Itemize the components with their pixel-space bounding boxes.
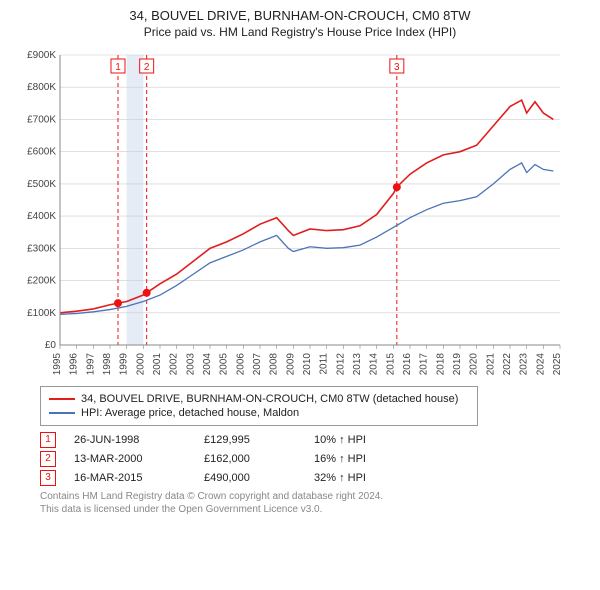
legend-row-hpi: HPI: Average price, detached house, Mald… bbox=[49, 407, 469, 419]
svg-text:2012: 2012 bbox=[335, 353, 346, 375]
svg-text:2003: 2003 bbox=[185, 353, 196, 375]
sale-date: 26-JUN-1998 bbox=[74, 434, 204, 446]
chart-subtitle: Price paid vs. HM Land Registry's House … bbox=[10, 25, 590, 39]
footer-attribution: Contains HM Land Registry data © Crown c… bbox=[40, 490, 590, 516]
chart-title: 34, BOUVEL DRIVE, BURNHAM-ON-CROUCH, CM0… bbox=[10, 8, 590, 23]
svg-text:2009: 2009 bbox=[285, 353, 296, 375]
legend: 34, BOUVEL DRIVE, BURNHAM-ON-CROUCH, CM0… bbox=[40, 386, 478, 426]
chart-area: £0 £100K £200K £300K £400K £500K £600K £700K £80… bbox=[10, 45, 590, 380]
svg-text:1996: 1996 bbox=[69, 353, 80, 375]
sales-table: 1 26-JUN-1998 £129,995 10% ↑ HPI 2 13-MA… bbox=[40, 432, 590, 486]
sale-marker: 3 bbox=[40, 470, 56, 486]
svg-text:2002: 2002 bbox=[169, 353, 180, 375]
svg-text:£800K: £800K bbox=[27, 82, 56, 93]
svg-text:£200K: £200K bbox=[27, 276, 56, 287]
svg-text:2020: 2020 bbox=[469, 353, 480, 375]
legend-label-property: 34, BOUVEL DRIVE, BURNHAM-ON-CROUCH, CM0… bbox=[81, 393, 458, 405]
sale-delta: 16% ↑ HPI bbox=[314, 453, 434, 465]
legend-label-hpi: HPI: Average price, detached house, Mald… bbox=[81, 407, 299, 419]
svg-text:2000: 2000 bbox=[135, 353, 146, 375]
svg-text:2023: 2023 bbox=[519, 353, 530, 375]
svg-text:2021: 2021 bbox=[485, 353, 496, 375]
footer-line1: Contains HM Land Registry data © Crown c… bbox=[40, 490, 590, 503]
svg-text:£600K: £600K bbox=[27, 147, 56, 158]
legend-swatch-hpi bbox=[49, 412, 75, 414]
sale-price: £490,000 bbox=[204, 472, 314, 484]
svg-text:2013: 2013 bbox=[352, 353, 363, 375]
sale-price: £162,000 bbox=[204, 453, 314, 465]
svg-text:2019: 2019 bbox=[452, 353, 463, 375]
svg-text:2: 2 bbox=[144, 62, 150, 73]
sale-row: 2 13-MAR-2000 £162,000 16% ↑ HPI bbox=[40, 451, 590, 467]
svg-text:£400K: £400K bbox=[27, 211, 56, 222]
svg-text:1995: 1995 bbox=[52, 353, 63, 375]
legend-swatch-property bbox=[49, 398, 75, 400]
svg-text:2018: 2018 bbox=[435, 353, 446, 375]
svg-text:£700K: £700K bbox=[27, 114, 56, 125]
svg-text:2017: 2017 bbox=[419, 353, 430, 375]
legend-row-property: 34, BOUVEL DRIVE, BURNHAM-ON-CROUCH, CM0… bbox=[49, 393, 469, 405]
sale-date: 16-MAR-2015 bbox=[74, 472, 204, 484]
sale-date: 13-MAR-2000 bbox=[74, 453, 204, 465]
svg-text:2016: 2016 bbox=[402, 353, 413, 375]
svg-text:2008: 2008 bbox=[269, 353, 280, 375]
svg-text:£500K: £500K bbox=[27, 179, 56, 190]
sale-price: £129,995 bbox=[204, 434, 314, 446]
sale-row: 3 16-MAR-2015 £490,000 32% ↑ HPI bbox=[40, 470, 590, 486]
sale-delta: 10% ↑ HPI bbox=[314, 434, 434, 446]
svg-text:2014: 2014 bbox=[369, 353, 380, 375]
svg-text:2004: 2004 bbox=[202, 353, 213, 375]
svg-text:2015: 2015 bbox=[385, 353, 396, 375]
svg-text:2005: 2005 bbox=[219, 353, 230, 375]
svg-text:£900K: £900K bbox=[27, 50, 56, 61]
svg-text:1: 1 bbox=[115, 62, 121, 73]
chart-container: 34, BOUVEL DRIVE, BURNHAM-ON-CROUCH, CM0… bbox=[0, 0, 600, 520]
svg-text:£100K: £100K bbox=[27, 308, 56, 319]
svg-text:2024: 2024 bbox=[535, 353, 546, 375]
line-chart-svg: £0 £100K £200K £300K £400K £500K £600K £700K £80… bbox=[10, 45, 570, 375]
svg-text:1998: 1998 bbox=[102, 353, 113, 375]
sale-marker: 2 bbox=[40, 451, 56, 467]
svg-text:2007: 2007 bbox=[252, 353, 263, 375]
sale-delta: 32% ↑ HPI bbox=[314, 472, 434, 484]
sale-marker: 1 bbox=[40, 432, 56, 448]
sale-row: 1 26-JUN-1998 £129,995 10% ↑ HPI bbox=[40, 432, 590, 448]
svg-text:£300K: £300K bbox=[27, 243, 56, 254]
svg-text:2001: 2001 bbox=[152, 353, 163, 375]
svg-text:2025: 2025 bbox=[552, 353, 563, 375]
svg-text:£0: £0 bbox=[45, 340, 57, 351]
svg-text:1997: 1997 bbox=[85, 353, 96, 375]
footer-line2: This data is licensed under the Open Gov… bbox=[40, 503, 590, 516]
svg-text:1999: 1999 bbox=[119, 353, 130, 375]
svg-text:2022: 2022 bbox=[502, 353, 513, 375]
svg-text:2010: 2010 bbox=[302, 353, 313, 375]
svg-text:2006: 2006 bbox=[235, 353, 246, 375]
svg-text:2011: 2011 bbox=[319, 353, 330, 375]
svg-text:3: 3 bbox=[394, 62, 400, 73]
